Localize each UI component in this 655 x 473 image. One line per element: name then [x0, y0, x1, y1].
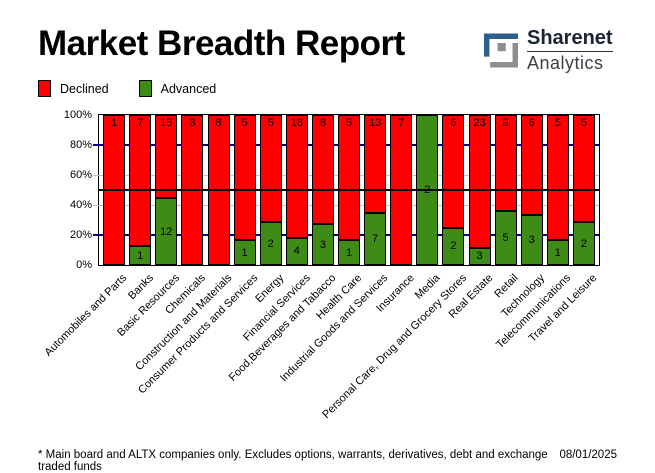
- declined-segment: 9: [494, 115, 517, 212]
- declined-value-label: 5: [241, 117, 248, 129]
- advanced-value-label: 12: [160, 225, 173, 238]
- gridline-50: [99, 189, 599, 191]
- declined-value-label: 3: [189, 117, 196, 129]
- advanced-segment: 2: [442, 227, 465, 265]
- advanced-value-label: 1: [554, 246, 561, 259]
- advanced-value-label: 3: [319, 238, 326, 251]
- advanced-segment: 1: [129, 246, 152, 265]
- logo-name: Sharenet: [527, 27, 613, 52]
- declined-value-label: 13: [368, 117, 382, 129]
- declined-segment: 23: [468, 115, 491, 248]
- declined-value-label: 5: [580, 117, 587, 129]
- declined-value-label: 23: [473, 117, 486, 129]
- advanced-value-label: 4: [293, 245, 300, 258]
- advanced-value-label: 5: [502, 232, 509, 245]
- declined-segment: 7: [129, 115, 152, 247]
- declined-value-label: 6: [528, 117, 535, 129]
- bar-real-estate: 23 3: [468, 115, 491, 265]
- declined-value-label: 9: [502, 117, 509, 129]
- legend-item-advanced: Advanced: [138, 80, 217, 97]
- y-tick-label: 60%: [69, 169, 92, 181]
- declined-segment: 5: [233, 115, 256, 240]
- declined-value-label: 15: [160, 117, 173, 129]
- sharenet-logo-icon: [484, 33, 518, 68]
- declined-segment: 6: [442, 115, 465, 228]
- advanced-segment: 2: [259, 222, 282, 265]
- declined-segment: 5: [259, 115, 282, 223]
- advanced-segment: 12: [155, 198, 178, 265]
- advanced-value-label: 1: [345, 246, 353, 259]
- sharenet-logo: Sharenet Analytics: [484, 27, 613, 74]
- declined-value-label: 5: [345, 117, 353, 129]
- declined-value-label: 8: [215, 117, 222, 129]
- bar-basic-resources: 15 12: [155, 115, 178, 265]
- advanced-value-label: 1: [241, 246, 248, 259]
- declined-value-label: 6: [450, 117, 457, 129]
- declined-swatch-icon: [38, 80, 51, 97]
- declined-segment: 13: [364, 115, 387, 213]
- page-title: Market Breadth Report: [38, 24, 405, 63]
- footer: * Main board and ALTX companies only. Ex…: [38, 449, 617, 473]
- advanced-value-label: 1: [137, 249, 144, 262]
- advanced-segment: 3: [468, 247, 491, 265]
- advanced-value-label: 7: [372, 232, 379, 245]
- legend-label-advanced: Advanced: [160, 81, 217, 96]
- declined-value-label: 5: [267, 117, 274, 129]
- report-date: 08/01/2025: [559, 449, 617, 461]
- advanced-segment: 1: [338, 240, 360, 265]
- declined-value-label: 7: [398, 117, 405, 129]
- advanced-value-label: 2: [580, 237, 587, 250]
- x-axis-labels: Automobiles and Parts Banks Basic Resource…: [43, 266, 600, 456]
- legend-label-declined: Declined: [60, 81, 109, 96]
- chart-legend: Declined Advanced: [38, 80, 216, 97]
- y-tick-label: 40%: [69, 199, 92, 211]
- bar-industrial-goods-and-services: 13 7: [364, 115, 387, 265]
- declined-segment: 6: [520, 115, 543, 215]
- logo-subtitle: Analytics: [527, 53, 604, 73]
- advanced-value-label: 2: [450, 240, 457, 253]
- y-tick-label: 20%: [69, 229, 92, 241]
- declined-segment: 8: [311, 115, 334, 225]
- plot-area: 17115123851521848351137726223395635152: [93, 114, 600, 266]
- declined-segment: 5: [572, 115, 595, 223]
- declined-value-label: 18: [290, 117, 303, 129]
- advanced-swatch-icon: [138, 80, 152, 97]
- y-tick-label: 100%: [63, 109, 92, 121]
- declined-segment: 18: [285, 115, 308, 238]
- logo-text: Sharenet Analytics: [527, 27, 613, 74]
- advanced-segment: 4: [285, 237, 308, 265]
- advanced-value-label: 3: [528, 234, 535, 246]
- advanced-value-label: 3: [476, 250, 483, 263]
- declined-value-label: 1: [111, 117, 118, 129]
- advanced-segment: 3: [311, 224, 334, 265]
- declined-value-label: 7: [137, 117, 144, 129]
- declined-segment: 5: [338, 115, 360, 240]
- advanced-segment: 2: [572, 222, 595, 265]
- advanced-segment: 5: [494, 211, 517, 265]
- legend-item-declined: Declined: [38, 80, 109, 97]
- declined-segment: 5: [546, 115, 569, 240]
- declined-value-label: 5: [554, 117, 561, 129]
- bar-financial-services: 18 4: [285, 115, 308, 265]
- advanced-value-label: 2: [267, 237, 274, 250]
- advanced-segment: 1: [233, 240, 256, 265]
- declined-value-label: 8: [319, 117, 326, 129]
- advanced-segment: 7: [364, 212, 387, 265]
- x-axis-label: Automobiles and Parts: [42, 272, 130, 359]
- declined-segment: 15: [155, 115, 178, 199]
- y-tick-label: 80%: [69, 139, 92, 151]
- advanced-segment: 1: [546, 240, 569, 265]
- advanced-segment: 3: [520, 215, 543, 265]
- footnote: * Main board and ALTX companies only. Ex…: [38, 449, 548, 473]
- y-tick-label: 0%: [76, 259, 92, 271]
